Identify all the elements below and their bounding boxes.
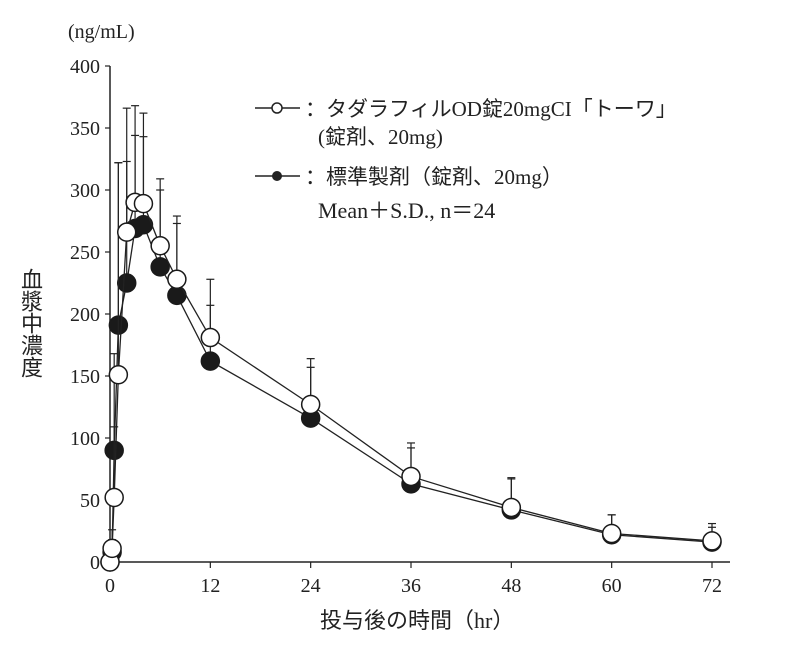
plot-area xyxy=(100,105,722,572)
data-point-filled xyxy=(200,351,221,371)
data-point-open xyxy=(108,365,129,385)
data-point-open xyxy=(150,236,170,256)
data-point-open xyxy=(702,531,722,551)
x-tick-label: 48 xyxy=(501,575,521,597)
y-tick-label: 250 xyxy=(70,242,100,264)
legend-note: Mean＋S.D., n＝24 xyxy=(318,198,495,223)
y-tick-label: 150 xyxy=(70,366,100,388)
x-tick-label: 72 xyxy=(702,575,722,597)
legend-item-test: ：タダラフィルOD錠20mgCI「トーワ」 (錠剤、20mg) xyxy=(255,97,677,149)
data-point-open xyxy=(300,394,321,415)
data-point-filled xyxy=(150,257,170,277)
legend-label-test-line2: (錠剤、20mg) xyxy=(318,125,443,149)
x-tick-label: 12 xyxy=(200,575,220,597)
data-point-filled xyxy=(116,273,137,293)
y-tick-label: 350 xyxy=(70,118,100,140)
series-test xyxy=(100,105,722,572)
y-tick-label: 100 xyxy=(70,428,100,450)
data-point-open xyxy=(102,538,122,559)
filled-circle-marker-icon xyxy=(272,171,282,181)
series-line xyxy=(109,201,713,563)
data-point-open xyxy=(200,327,221,348)
series-line xyxy=(109,223,713,563)
x-axis-label: 投与後の時間（hr） xyxy=(320,608,514,633)
data-point-open xyxy=(167,269,187,290)
data-point-open xyxy=(133,193,154,214)
legend-label-test: ：タダラフィルOD錠20mgCI「トーワ」 xyxy=(305,97,677,121)
legend-label-reference: ：標準製剤（錠剤、20mg） xyxy=(305,165,563,189)
x-tick-label: 0 xyxy=(105,575,115,597)
open-circle-marker-icon xyxy=(271,102,283,114)
x-tick-label: 60 xyxy=(602,575,622,597)
axes: 0 50 100 150 200 250 300 350 400 0 12 24 36 48 60 72 xyxy=(70,56,730,597)
y-tick-label: 400 xyxy=(70,56,100,78)
data-point-open xyxy=(116,222,137,242)
data-point-open xyxy=(501,497,522,518)
legend: ：タダラフィルOD錠20mgCI「トーワ」 (錠剤、20mg) ：標準製剤（錠剤… xyxy=(255,97,677,223)
y-tick-label: 200 xyxy=(70,304,100,326)
data-point-open xyxy=(104,487,124,508)
y-tick-label: 0 xyxy=(90,552,100,574)
x-tick-label: 36 xyxy=(401,575,421,597)
data-point-open xyxy=(401,466,421,487)
legend-item-reference: ：標準製剤（錠剤、20mg） xyxy=(255,165,563,189)
y-unit-label: (ng/mL) xyxy=(68,21,135,43)
x-tick-label: 24 xyxy=(301,575,321,597)
y-tick-label: 50 xyxy=(80,490,100,512)
data-point-open xyxy=(601,523,622,544)
y-axis-label: 血漿中濃度 xyxy=(18,268,43,378)
y-tick-label: 300 xyxy=(70,180,100,202)
